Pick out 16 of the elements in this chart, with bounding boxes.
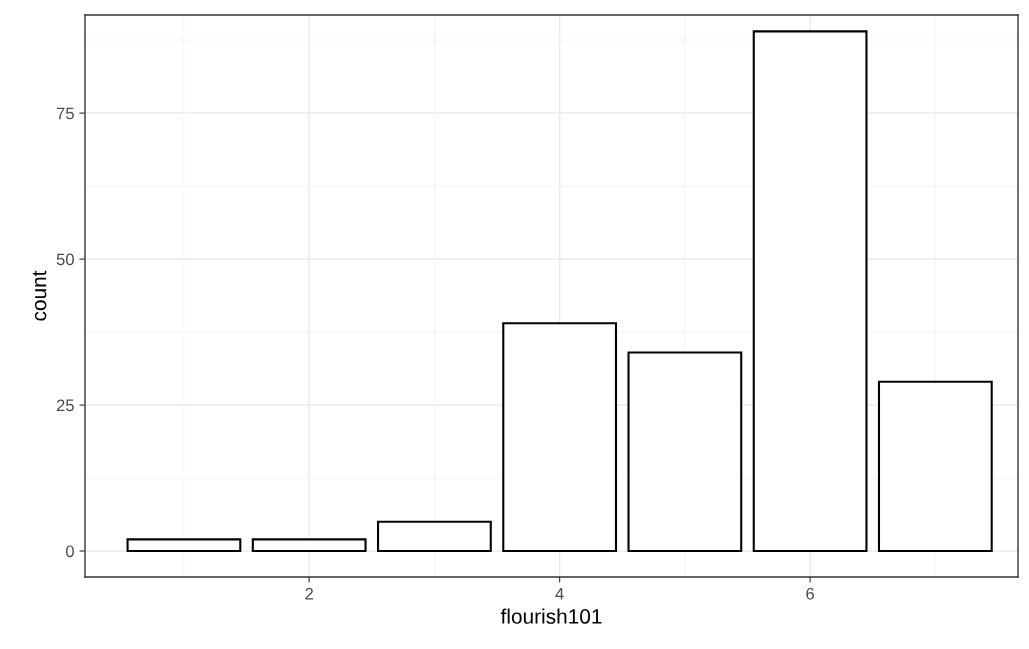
y-tick-label: 75 xyxy=(56,107,74,120)
bar xyxy=(251,538,367,553)
bar xyxy=(377,520,492,553)
y-tick-label: 25 xyxy=(56,399,74,412)
bar xyxy=(877,380,993,553)
x-tick-label: 4 xyxy=(555,588,564,600)
y-tick-label: 0 xyxy=(65,545,74,558)
bar xyxy=(627,351,743,553)
bar xyxy=(126,538,242,553)
y-axis-title: count xyxy=(32,270,47,321)
y-tick-label: 50 xyxy=(56,253,74,266)
x-tick-label: 6 xyxy=(806,587,815,600)
x-tick-label: 2 xyxy=(305,587,313,600)
bar xyxy=(502,322,618,553)
x-axis-title: flourish101 xyxy=(500,608,602,624)
bar xyxy=(752,30,868,553)
